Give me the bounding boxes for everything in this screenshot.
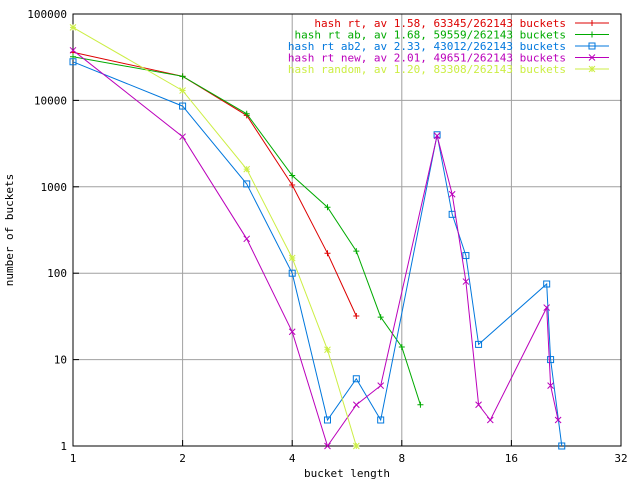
tick-labels: 1 2 4 8 16 32 1 10 100 1000 10000 100000	[27, 8, 627, 465]
series-line	[72, 61, 563, 447]
legend-marker	[589, 20, 595, 26]
data-point	[69, 58, 77, 66]
data-point	[462, 252, 470, 260]
legend-label: hash rt ab2, av 2.33, 43012/262143 bucke…	[288, 40, 566, 53]
data-point	[486, 416, 494, 424]
series-line	[72, 56, 421, 405]
data-point	[353, 312, 360, 319]
series-line	[72, 51, 357, 317]
series	[69, 24, 566, 450]
data-point	[324, 250, 331, 257]
data-point	[288, 328, 296, 336]
y-tick-label: 1000	[41, 181, 68, 194]
legend-marker	[588, 54, 596, 61]
data-point	[352, 401, 360, 409]
legend: hash rt, av 1.58, 63345/262143 bucketsha…	[288, 17, 609, 76]
legend-marker	[588, 65, 596, 73]
legend-label: hash rt ab, av 1.68, 59559/262143 bucket…	[294, 29, 566, 42]
data-point	[69, 24, 77, 31]
data-point	[377, 382, 385, 389]
legend-marker	[588, 42, 596, 50]
series-line	[72, 26, 357, 447]
y-tick-label: 10	[54, 354, 67, 367]
series-4	[69, 46, 562, 450]
x-tick-label: 8	[398, 452, 405, 465]
data-point	[288, 254, 296, 262]
x-tick-label: 2	[179, 452, 186, 465]
data-point	[324, 204, 331, 211]
data-point	[179, 87, 186, 94]
data-point	[475, 340, 483, 348]
data-point	[547, 382, 554, 389]
series-1	[70, 49, 360, 319]
x-tick-label: 16	[505, 452, 518, 465]
legend-marker	[589, 31, 595, 38]
data-point	[433, 132, 441, 140]
series-5	[69, 24, 360, 450]
data-point	[69, 46, 77, 54]
plot-frame	[72, 13, 622, 447]
data-point	[288, 269, 296, 277]
data-point	[377, 314, 384, 321]
legend-label: hash random, av 1.20, 83308/262143 bucke…	[288, 63, 566, 76]
data-point	[352, 375, 360, 383]
axes	[72, 13, 622, 447]
y-axis-title: number of buckets	[3, 174, 16, 287]
x-tick-label: 32	[614, 452, 627, 465]
data-point	[547, 356, 555, 364]
x-tick-label: 4	[289, 452, 296, 465]
series-2	[70, 53, 424, 408]
data-point	[352, 442, 360, 450]
series-line	[72, 49, 559, 448]
y-tick-label: 10000	[34, 94, 67, 107]
data-point	[448, 190, 456, 198]
x-axis-title: bucket length	[304, 467, 390, 480]
data-point	[179, 133, 186, 141]
legend-label: hash rt new, av 2.01, 49651/262143 bucke…	[288, 52, 566, 65]
data-point	[243, 110, 250, 117]
data-point	[243, 165, 251, 173]
data-point	[554, 416, 562, 424]
data-point	[179, 102, 187, 110]
series-3	[69, 58, 566, 450]
data-point	[475, 401, 482, 409]
data-point	[543, 304, 551, 311]
data-point	[179, 73, 186, 80]
data-point	[558, 442, 566, 450]
data-point	[323, 416, 331, 424]
data-point	[289, 181, 296, 188]
legend-label: hash rt, av 1.58, 63345/262143 buckets	[314, 17, 566, 30]
data-point	[543, 280, 551, 288]
data-point	[243, 235, 251, 243]
data-point	[462, 278, 470, 285]
data-point	[353, 248, 360, 255]
y-tick-label: 100	[47, 267, 67, 280]
grid	[73, 14, 621, 446]
data-point	[377, 416, 385, 424]
data-point	[398, 343, 405, 350]
y-tick-label: 1	[60, 440, 67, 453]
data-point	[243, 180, 251, 188]
data-point	[417, 401, 424, 408]
data-point	[289, 172, 296, 179]
y-tick-label: 100000	[27, 8, 67, 21]
x-tick-label: 1	[70, 452, 77, 465]
data-point	[324, 346, 331, 354]
data-point	[324, 442, 331, 450]
